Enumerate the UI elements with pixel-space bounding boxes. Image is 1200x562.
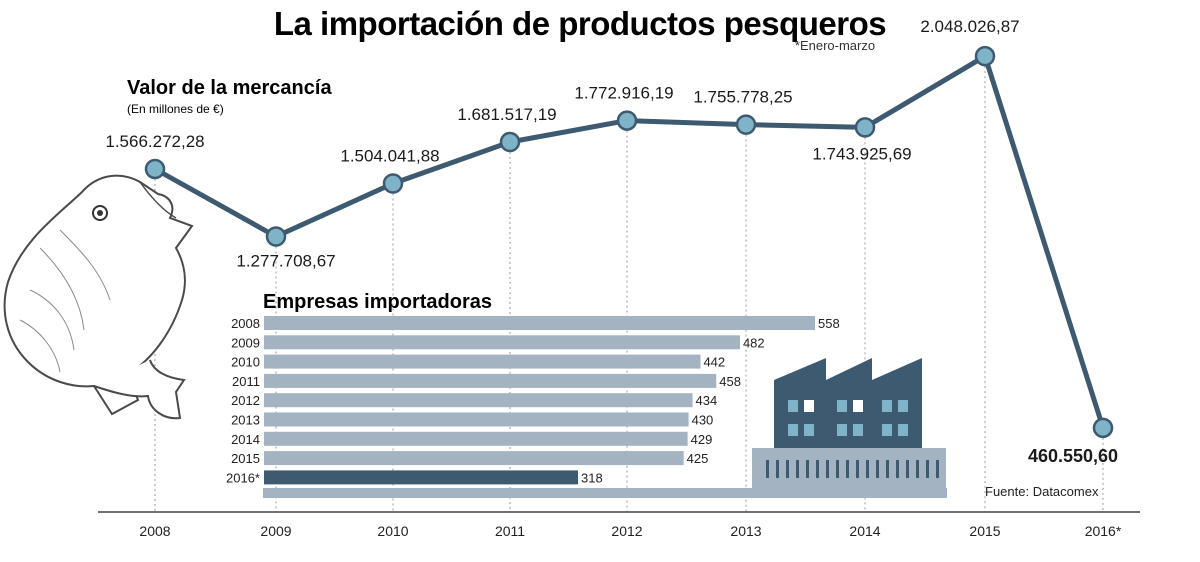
bar-category-label: 2012 [231, 393, 260, 408]
x-tick-label: 2010 [377, 523, 408, 539]
bar [264, 412, 689, 427]
line-layer: 1.566.272,28 1.277.708,67 1.504.041,88 1.68… [105, 17, 1118, 466]
period-note: *Enero-marzo [795, 38, 875, 53]
bar-value-label: 429 [691, 432, 713, 447]
bar-value-label: 482 [743, 335, 765, 350]
data-value-label: 1.743.925,69 [812, 144, 911, 163]
x-tick-label: 2008 [139, 523, 170, 539]
bar-category-label: 2010 [231, 355, 260, 370]
bar [264, 316, 815, 330]
x-tick-label: 2011 [495, 523, 525, 539]
bar [264, 393, 693, 408]
bars-layer: 2008 558 2009 482 2010 442 2011 458 2012 434 2013 4… [226, 316, 840, 485]
source-label: Fuente: Datacomex [985, 484, 1099, 499]
bar [264, 470, 579, 485]
data-value-label: 1.772.916,19 [574, 84, 673, 103]
bar [264, 451, 684, 466]
bar [264, 431, 688, 446]
data-value-label: 1.277.708,67 [236, 252, 335, 271]
line-chart-title: Valor de la mercancía [127, 77, 332, 99]
bar-value-label: 430 [692, 413, 714, 428]
bar [264, 373, 717, 388]
fish-illustration [3, 174, 194, 420]
data-value-label: 1.755.778,25 [693, 88, 792, 107]
factory-illustration [263, 358, 947, 498]
data-point [854, 117, 876, 138]
bar-category-label: 2016* [226, 470, 260, 485]
data-point [974, 45, 996, 67]
data-point [265, 226, 287, 247]
bar-value-label: 458 [719, 374, 741, 389]
bar-category-label: 2011 [232, 374, 260, 389]
data-value-label: 1.504.041,88 [340, 147, 439, 166]
bar-value-label: 434 [696, 393, 718, 408]
bar-value-label: 425 [687, 451, 709, 466]
line-chart-subtitle: (En millones de €) [127, 102, 224, 116]
data-point [1092, 417, 1114, 439]
bar-category-label: 2015 [231, 451, 260, 466]
data-point [382, 173, 404, 194]
bar [264, 335, 740, 350]
x-tick-label: 2014 [849, 523, 880, 539]
data-point [144, 158, 166, 180]
data-point [616, 110, 638, 131]
data-point [735, 114, 757, 135]
bar-value-label: 442 [703, 355, 725, 370]
bar-value-label: 318 [581, 470, 603, 485]
x-tick-label: 2009 [260, 523, 291, 539]
bar-category-label: 2013 [231, 413, 260, 428]
bar [264, 354, 701, 369]
x-axis: 2008 2009 2010 2011 2012 2013 2014 2015 2016* [98, 511, 1140, 539]
data-value-label: 2.048.026,87 [920, 17, 1019, 36]
data-value-label: 460.550,60 [1028, 446, 1118, 466]
data-value-label: 1.681.517,19 [457, 105, 556, 124]
chart-title: La importación de productos pesqueros [274, 5, 886, 42]
bar-category-label: 2009 [231, 335, 260, 350]
bar-category-label: 2014 [231, 432, 260, 447]
data-point [499, 131, 521, 153]
x-tick-label: 2013 [730, 523, 761, 539]
data-value-label: 1.566.272,28 [105, 132, 204, 151]
x-tick-label: 2015 [969, 523, 1000, 539]
x-tick-label: 2016* [1085, 523, 1122, 539]
bar-category-label: 2008 [231, 316, 260, 331]
bar-chart-title: Empresas importadoras [263, 291, 492, 313]
x-tick-label: 2012 [611, 523, 642, 539]
bar-value-label: 558 [818, 316, 840, 331]
